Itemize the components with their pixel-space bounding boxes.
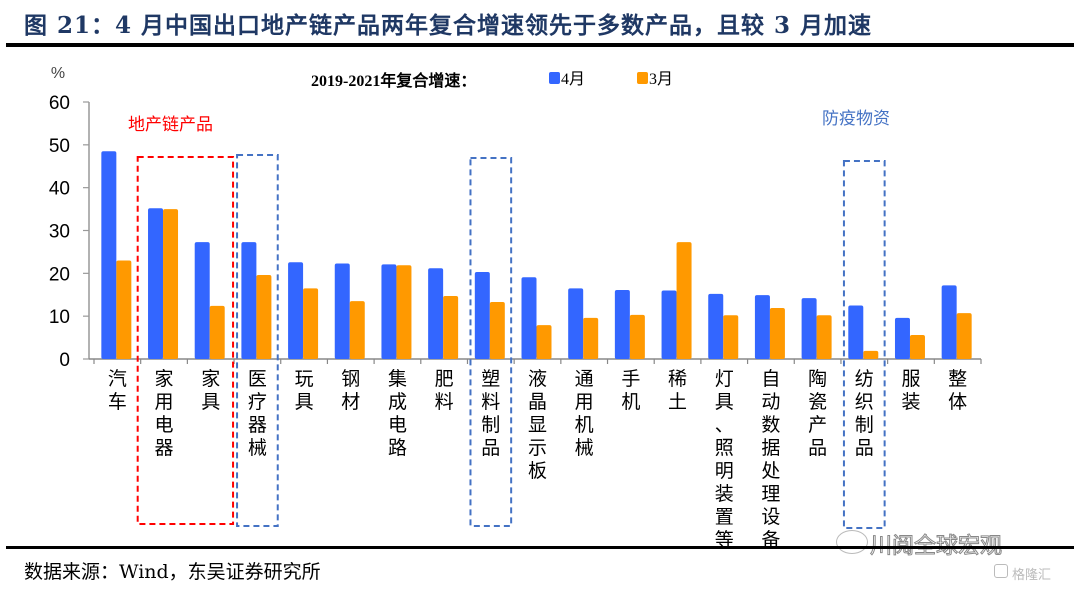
bar-march xyxy=(396,265,412,359)
bar-april xyxy=(101,151,117,359)
bar-april xyxy=(148,208,164,359)
bar-march xyxy=(489,302,505,359)
bar-march xyxy=(956,313,972,359)
x-tick-label: 液晶显示板 xyxy=(528,368,547,482)
top-rule xyxy=(6,43,1074,47)
real-estate-annotation: 地产链产品 xyxy=(128,115,213,135)
bar-april xyxy=(288,262,304,359)
x-tick-label: 汽车 xyxy=(108,368,127,413)
legend-title: 2019-2021年复合增速： xyxy=(311,71,476,90)
bar-march xyxy=(816,315,832,359)
bar-april xyxy=(381,264,397,359)
bar-chart: % 2019-2021年复合增速： 4月 3月 地产链产品 防疫物资 0 10 20… xyxy=(49,65,982,546)
wechat-watermark-icon xyxy=(836,530,868,554)
x-tick-label: 自动数据处理设备 xyxy=(761,368,780,546)
x-tick-label: 医疗器械 xyxy=(248,368,267,459)
bar-march xyxy=(116,260,132,359)
bar-march xyxy=(536,325,552,359)
bar-april xyxy=(568,288,584,359)
bar-march xyxy=(443,296,459,359)
source-note: 数据来源：Wind，东吴证券研究所 xyxy=(24,561,321,583)
bar-march xyxy=(583,317,599,359)
x-tick-label: 手机 xyxy=(621,368,640,413)
bottom-rule xyxy=(6,546,1074,549)
bar-march xyxy=(256,275,272,359)
bar-april xyxy=(428,268,444,359)
legend-swatch-april xyxy=(549,72,560,84)
bar-april xyxy=(474,272,490,359)
bar-april xyxy=(708,293,724,359)
bar-april xyxy=(801,298,817,359)
legend-swatch-march xyxy=(637,72,648,84)
x-tick-label: 服装 xyxy=(901,368,920,413)
bar-march xyxy=(209,305,225,359)
bar-april xyxy=(894,317,910,359)
bar-april xyxy=(754,295,770,359)
x-tick-label: 集成电路 xyxy=(388,368,407,459)
x-tick-label: 肥料 xyxy=(435,368,454,413)
legend-label-march: 3月 xyxy=(649,71,673,88)
x-tick-label: 稀土 xyxy=(668,368,687,413)
legend-label-april: 4月 xyxy=(561,71,585,88)
bar-march xyxy=(676,242,692,359)
epidemic-highlight-box xyxy=(236,154,279,527)
bar-march xyxy=(863,350,879,359)
bar-april xyxy=(521,277,537,359)
bar-april xyxy=(941,285,957,359)
x-tick-label: 塑料制品 xyxy=(481,368,500,459)
bar-march xyxy=(769,308,785,359)
y-tick-label: 30 xyxy=(49,222,70,243)
bar-march xyxy=(303,288,319,359)
bar-april xyxy=(241,242,257,359)
y-tick-label: 40 xyxy=(49,179,70,200)
y-tick-label: 50 xyxy=(49,136,70,157)
bar-march xyxy=(723,315,739,359)
watermark-site: 格隆汇 xyxy=(1012,568,1052,583)
bar-april xyxy=(334,263,350,359)
bar-march xyxy=(349,301,365,359)
x-tick-label: 家用电器 xyxy=(155,368,174,459)
figure-title: 图 21：4 月中国出口地产链产品两年复合增速领先于多数产品，且较 3 月加速 xyxy=(24,12,873,39)
real-estate-highlight-box xyxy=(136,156,235,525)
y-axis-label: % xyxy=(51,65,65,82)
x-tick-label: 灯具、照明装置等 xyxy=(715,368,734,546)
bar-april xyxy=(848,305,864,359)
epidemic-annotation: 防疫物资 xyxy=(822,109,890,129)
bar-april xyxy=(614,290,630,359)
bar-april xyxy=(194,242,210,359)
x-tick-label: 通用机械 xyxy=(575,368,594,459)
x-tick-label: 玩具 xyxy=(295,368,314,413)
x-tick-label: 家具 xyxy=(201,368,220,413)
bar-march xyxy=(629,314,645,359)
watermark-wechat: 川阅全球宏观 xyxy=(869,534,1003,560)
epidemic-highlight-box xyxy=(469,157,513,527)
x-tick-label: 陶瓷产品 xyxy=(808,368,827,459)
x-tick-label: 钢材 xyxy=(341,368,360,413)
x-tick-label: 纺织制品 xyxy=(855,368,874,459)
y-tick-label: 10 xyxy=(49,307,70,328)
y-tick-label: 0 xyxy=(59,350,70,371)
x-tick-label: 整体 xyxy=(948,368,967,413)
bar-march xyxy=(909,335,925,359)
y-tick-label: 20 xyxy=(49,264,70,285)
bar-march xyxy=(163,209,179,359)
site-watermark-icon xyxy=(994,564,1008,578)
bar-april xyxy=(661,290,677,359)
epidemic-highlight-box xyxy=(842,160,886,529)
y-tick-label: 60 xyxy=(49,93,70,114)
